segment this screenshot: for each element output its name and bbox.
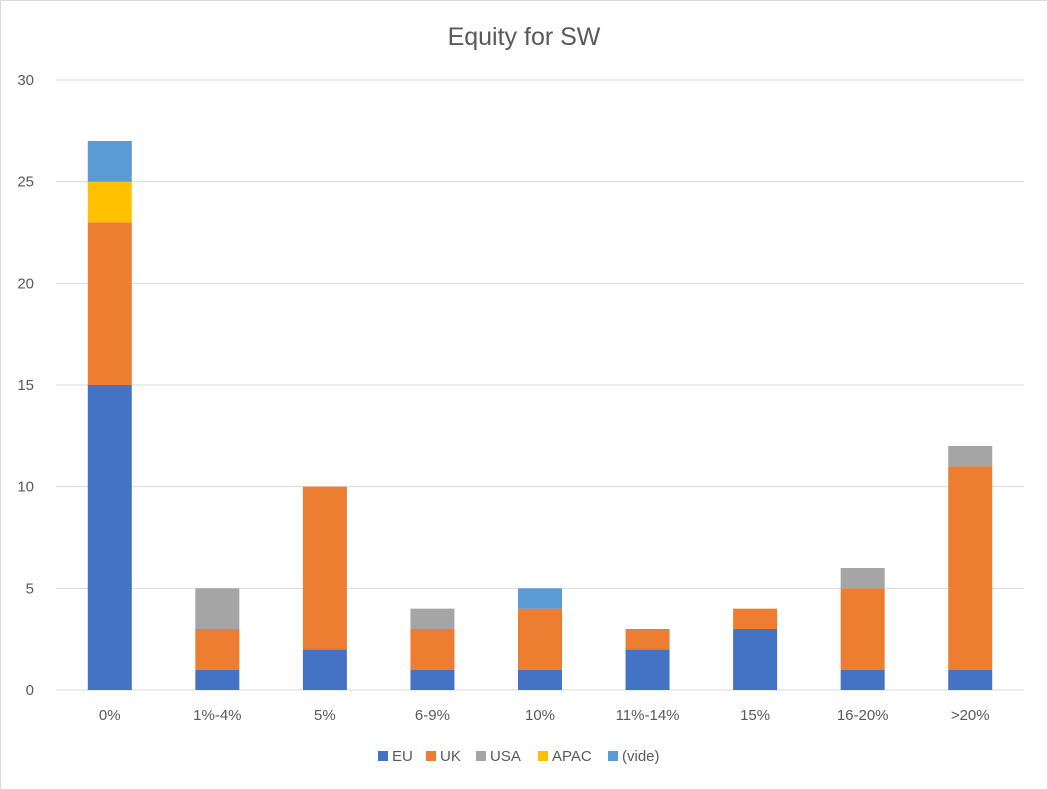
y-tick-label: 0 (26, 682, 34, 699)
x-tick-label: 1%-4% (193, 707, 241, 724)
bar-segment (948, 669, 993, 690)
bar-segment (195, 588, 240, 629)
bar-segment (518, 588, 562, 609)
legend-label: APAC (552, 748, 592, 765)
legend-label: EU (392, 748, 413, 765)
bar-segment (625, 649, 670, 690)
legend-label: UK (440, 748, 461, 765)
legend-swatch (538, 751, 548, 761)
bar-segment (87, 385, 132, 690)
bar-segment (195, 669, 240, 690)
bar-segment (840, 568, 885, 589)
bar-segment (195, 629, 240, 670)
x-tick-label: 0% (99, 707, 121, 724)
bar-segment (87, 181, 132, 223)
legend-swatch (426, 751, 436, 761)
y-tick-label: 20 (17, 275, 34, 292)
bar-segment (840, 669, 885, 690)
bar-segment (840, 588, 885, 670)
x-tick-label: 10% (525, 707, 555, 724)
x-tick-label: 6-9% (415, 707, 450, 724)
legend-swatch (608, 751, 618, 761)
bar-segment (410, 608, 455, 629)
y-tick-label: 25 (17, 174, 34, 191)
x-tick-label: 16-20% (837, 707, 889, 724)
bar-segment (733, 629, 778, 690)
y-tick-label: 10 (17, 479, 34, 496)
y-tick-label: 5 (26, 580, 34, 597)
bars (87, 141, 993, 690)
bar-segment (302, 486, 347, 650)
x-tick-label: >20% (951, 707, 990, 724)
x-tick-label: 5% (314, 707, 336, 724)
bar-segment (410, 669, 455, 690)
legend: EU UK USA APAC (vide) (378, 748, 660, 765)
chart-title: Equity for SW (448, 23, 601, 51)
y-axis-ticks: 0 5 10 15 20 25 30 (17, 72, 34, 699)
x-tick-label: 15% (740, 707, 770, 724)
bar-segment (518, 669, 562, 690)
y-tick-label: 30 (17, 72, 34, 89)
legend-label: (vide) (622, 748, 660, 765)
x-tick-label: 11%-14% (616, 707, 680, 724)
bar-segment (410, 629, 455, 670)
legend-swatch (378, 751, 388, 761)
bar-segment (302, 649, 347, 690)
legend-swatch (476, 751, 486, 761)
y-tick-label: 15 (17, 377, 34, 394)
legend-label: USA (490, 748, 521, 765)
bar-segment (518, 608, 562, 670)
bar-segment (948, 466, 993, 670)
bar-segment (948, 446, 993, 467)
bar-segment (87, 222, 132, 385)
bar-segment (733, 608, 778, 629)
x-axis-ticks: 0% 1%-4% 5% 6-9% 10% 11%-14% 15% 16-20% >20% (99, 707, 990, 724)
bar-segment (87, 141, 132, 182)
bar-segment (625, 629, 670, 650)
